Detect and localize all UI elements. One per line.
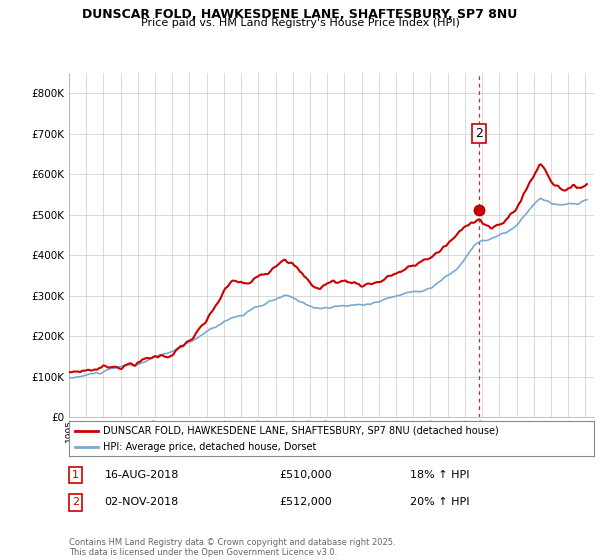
Text: 20% ↑ HPI: 20% ↑ HPI	[410, 497, 470, 507]
Text: 02-NOV-2018: 02-NOV-2018	[105, 497, 179, 507]
Text: 16-AUG-2018: 16-AUG-2018	[105, 470, 179, 480]
Text: Price paid vs. HM Land Registry's House Price Index (HPI): Price paid vs. HM Land Registry's House …	[140, 18, 460, 29]
Text: DUNSCAR FOLD, HAWKESDENE LANE, SHAFTESBURY, SP7 8NU: DUNSCAR FOLD, HAWKESDENE LANE, SHAFTESBU…	[82, 8, 518, 21]
Text: 2: 2	[475, 127, 483, 140]
Text: 1: 1	[72, 470, 79, 480]
Text: DUNSCAR FOLD, HAWKESDENE LANE, SHAFTESBURY, SP7 8NU (detached house): DUNSCAR FOLD, HAWKESDENE LANE, SHAFTESBU…	[103, 426, 499, 436]
Text: Contains HM Land Registry data © Crown copyright and database right 2025.
This d: Contains HM Land Registry data © Crown c…	[69, 538, 395, 557]
Text: £510,000: £510,000	[279, 470, 332, 480]
Text: 18% ↑ HPI: 18% ↑ HPI	[410, 470, 470, 480]
Text: 2: 2	[72, 497, 79, 507]
Text: HPI: Average price, detached house, Dorset: HPI: Average price, detached house, Dors…	[103, 442, 317, 452]
Text: £512,000: £512,000	[279, 497, 332, 507]
